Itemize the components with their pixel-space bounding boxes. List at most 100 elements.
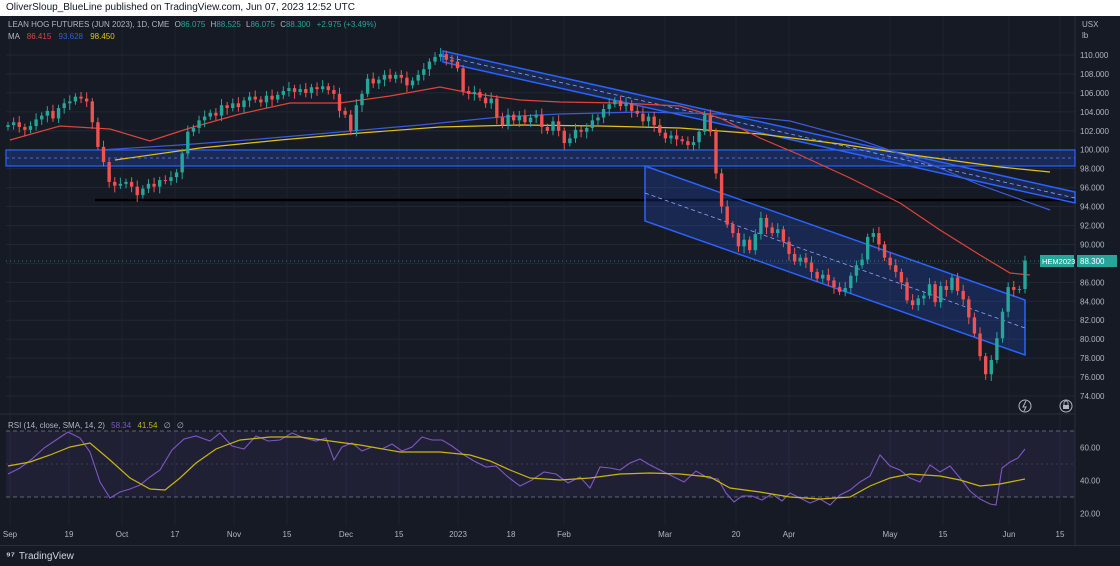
candle-body <box>51 110 55 119</box>
candle-body <box>483 97 488 104</box>
drawing-annotations <box>5 50 1076 357</box>
ma-mid-value: 93.628 <box>59 32 84 41</box>
price-chart[interactable]: 110.000 108.000 106.000 104.000 102.000 100.0… <box>0 16 1120 545</box>
candle-body <box>731 224 735 234</box>
candle-body <box>292 88 297 92</box>
symbol-tag-bg <box>1040 255 1074 267</box>
descending-channel <box>644 164 1026 357</box>
candle-body <box>124 181 128 184</box>
candle-body <box>556 121 561 131</box>
candle-body <box>152 183 156 187</box>
candle-body <box>68 101 72 104</box>
rsi-signal-line <box>7 436 1026 500</box>
candle-body <box>450 59 454 62</box>
rsi-label: RSI (14, close, SMA, 14, 2) <box>8 421 105 430</box>
lock-icon[interactable] <box>1059 399 1073 413</box>
candle-body <box>174 172 179 178</box>
candle-body <box>382 74 387 80</box>
candle-body <box>28 126 33 130</box>
candle-body <box>506 114 510 126</box>
time-tick-label: Nov <box>227 530 241 539</box>
candle-body <box>652 116 656 126</box>
candle-body <box>613 100 617 105</box>
candle-body <box>270 95 274 100</box>
price-tick-label: 110.000 <box>1080 51 1109 60</box>
ma-slow-value: 98.450 <box>90 32 115 41</box>
candle-body <box>287 88 291 91</box>
price-tick-label: 80.000 <box>1080 335 1105 344</box>
candle-body <box>11 122 16 126</box>
candle-body <box>843 288 847 292</box>
candle-body <box>337 93 342 111</box>
candle-body <box>562 130 566 144</box>
candle-body <box>141 188 145 196</box>
time-tick-label: Oct <box>116 530 129 539</box>
lightning-icon[interactable] <box>1018 399 1032 413</box>
candle-body <box>236 103 241 108</box>
time-tick-label: 20 <box>732 530 741 539</box>
price-grid <box>6 16 1075 525</box>
candle-body <box>191 127 196 132</box>
candle-body <box>489 98 493 104</box>
candle-body <box>388 74 392 79</box>
candle-body <box>607 104 611 109</box>
candle-body <box>135 186 139 196</box>
candle-body <box>658 125 662 133</box>
candle-body <box>573 129 578 139</box>
candle-body <box>517 115 521 121</box>
candle-body <box>899 271 904 283</box>
candle-body <box>534 114 538 118</box>
candle-body <box>231 103 235 109</box>
time-axis[interactable]: Sep 19 Oct 17 Nov 15 Dec 15 2023 18 Feb Mar 20 Apr May… <box>3 530 1065 539</box>
rsi-axis[interactable]: 60.00 40.00 20.00 <box>1080 444 1101 519</box>
rsi-tick-label: 20.00 <box>1080 510 1101 519</box>
time-tick-label: Dec <box>339 530 353 539</box>
candle-body <box>826 274 831 281</box>
price-axis-unit: lb <box>1082 31 1089 40</box>
candle-body <box>894 265 898 272</box>
candle-body <box>568 138 572 144</box>
candle-body <box>422 69 426 75</box>
rsi-signal-value: 41.54 <box>137 421 158 430</box>
candle-body <box>298 89 302 92</box>
candle-body <box>865 236 870 260</box>
candle-body <box>1000 311 1005 339</box>
candle-body <box>377 79 381 84</box>
candle-body <box>264 95 269 103</box>
candle-body <box>371 78 375 84</box>
candle-body <box>646 116 651 122</box>
candle-body <box>528 117 533 123</box>
candle-body <box>871 233 875 237</box>
candle-body <box>967 299 971 318</box>
candle-body <box>703 115 707 132</box>
candle-body <box>438 54 443 57</box>
candle-body <box>792 253 797 262</box>
candle-body <box>472 91 477 94</box>
candle-body <box>989 360 993 375</box>
candle-body <box>601 108 606 118</box>
tradingview-logo[interactable]: ⁹⁷ TradingView <box>6 551 74 562</box>
candle-body <box>113 181 117 186</box>
last-price-tag-bg <box>1077 255 1117 267</box>
candle-body <box>163 180 168 182</box>
candle-body <box>349 114 353 131</box>
rsi-tick-label: 40.00 <box>1080 477 1101 486</box>
candle-body <box>365 78 370 94</box>
candle-body <box>332 90 336 94</box>
price-tick-label: 74.000 <box>1080 392 1105 401</box>
price-tick-label: 82.000 <box>1080 316 1105 325</box>
candle-body <box>686 141 690 145</box>
price-tick-label: 96.000 <box>1080 184 1105 193</box>
candle-body <box>478 91 482 98</box>
candle-body <box>360 93 364 106</box>
candle-body <box>433 56 437 62</box>
candle-body <box>186 131 190 154</box>
time-tick-label: 15 <box>939 530 948 539</box>
candle-body <box>933 284 937 303</box>
publisher-text: OliverSloup_BlueLine published on Tradin… <box>6 2 355 13</box>
candle-body <box>455 61 460 69</box>
candle-body <box>129 181 134 187</box>
price-axis[interactable]: 110.000 108.000 106.000 104.000 102.000 100.0… <box>1080 51 1109 401</box>
candle-body <box>512 114 516 121</box>
candle-body <box>837 287 842 292</box>
